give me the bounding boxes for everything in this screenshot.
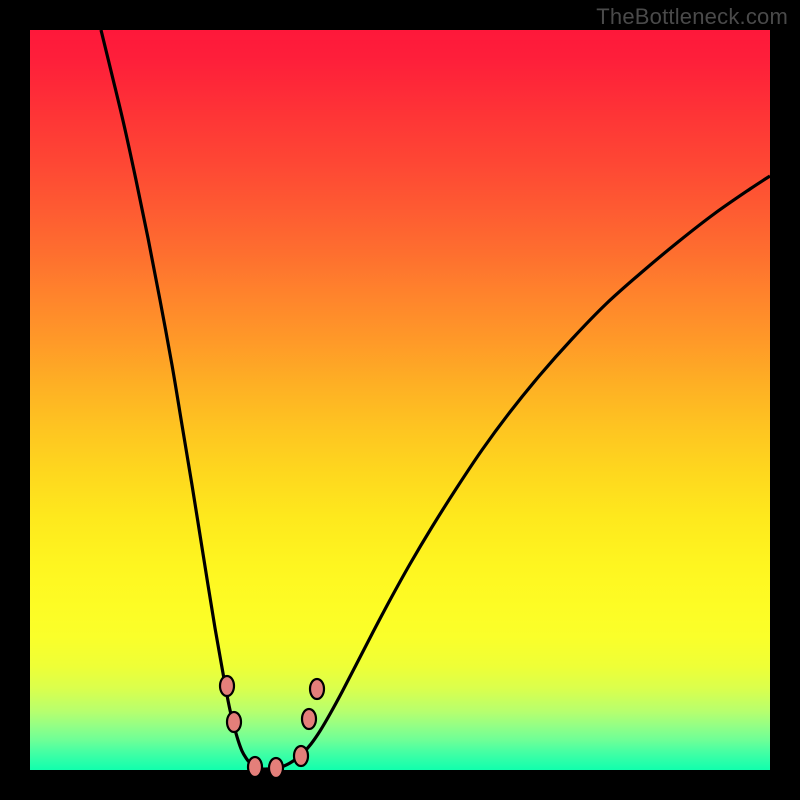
plot-background [30, 30, 770, 770]
data-marker [310, 679, 324, 699]
data-marker [220, 676, 234, 696]
data-marker [294, 746, 308, 766]
data-marker [248, 757, 262, 777]
data-marker [269, 758, 283, 778]
data-marker [302, 709, 316, 729]
watermark-text: TheBottleneck.com [596, 4, 788, 30]
chart-container: TheBottleneck.com [0, 0, 800, 800]
bottleneck-chart [0, 0, 800, 800]
data-marker [227, 712, 241, 732]
